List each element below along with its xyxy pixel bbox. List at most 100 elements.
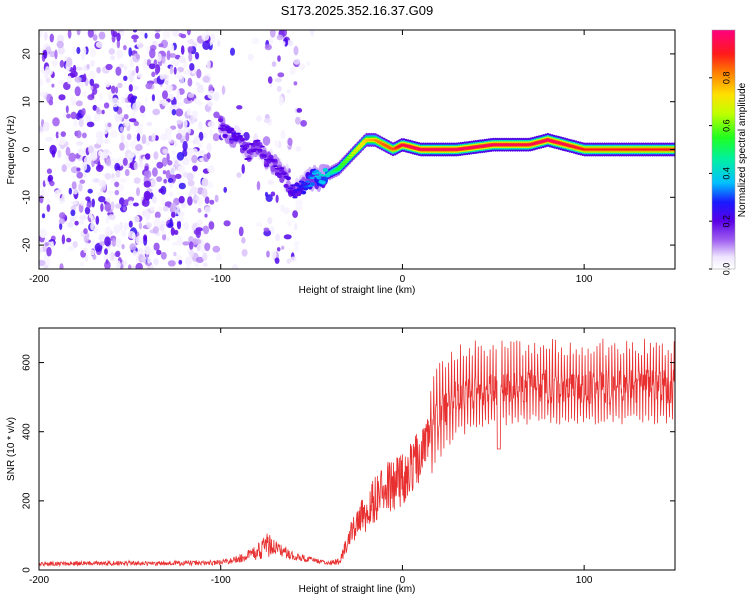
heatmap-noise-blob [167,178,174,183]
heatmap-noise-blob [90,222,95,231]
heatmap-noise-blob [128,200,134,207]
heatmap-noise-blob [256,115,262,122]
heatmap-noise-blob [162,90,168,100]
heatmap-noise-blob [45,66,50,75]
heatmap-noise-blob [58,79,65,85]
heatmap-noise-blob [204,213,208,218]
heatmap-noise-blob [283,207,290,215]
heatmap-noise-blob [276,34,284,41]
heatmap-noise-blob [170,125,177,130]
heatmap-noise-blob [118,113,123,122]
heatmap-ridge-cell [253,148,259,151]
heatmap-noise-blob [39,78,44,87]
heatmap-noise-blob [191,154,198,164]
heatmap-noise-blob [176,101,185,107]
snr-x-axis-label: Height of straight line (km) [299,584,416,595]
heatmap-ridge-cell [277,174,283,179]
heatmap-noise-blob [151,132,156,141]
heatmap-noise-blob [133,38,137,43]
heatmap-noise-blob [104,202,112,212]
heatmap-noise-blob [170,30,175,34]
heatmap-noise-blob [170,227,175,236]
heatmap-noise-blob [176,220,182,230]
heatmap-noise-blob [195,256,204,263]
heatmap-ridge-cell [270,159,276,162]
heatmap-noise-blob [176,205,180,215]
heatmap-ridge-cell [351,151,357,154]
heatmap-ridge-cell [311,172,318,175]
heatmap-noise-blob [123,199,129,206]
heatmap-ridge-cell [255,139,261,142]
heatmap-noise-blob [76,30,81,36]
heatmap-noise-blob [58,218,65,225]
heatmap-noise-blob [294,241,300,247]
heatmap-noise-blob [215,253,222,262]
heatmap-noise-blob [175,173,182,179]
heatmap-noise-blob [119,126,124,132]
heatmap-noise-blob [70,166,79,174]
heatmap-noise-blob [68,187,73,195]
heatmap-ridge-cell [283,183,289,188]
heatmap-noise-blob [131,70,136,76]
heatmap-noise-blob [140,112,146,118]
heatmap-noise-blob [108,48,116,55]
colorbar-frame [711,29,736,270]
heatmap-ridge-cell [239,145,246,148]
heatmap-noise-blob [74,86,81,97]
heatmap-noise-blob [135,144,143,151]
heatmap-noise-blob [136,133,141,142]
heatmap-noise-blob [124,93,129,98]
heatmap-ridge-cell [231,132,237,135]
heatmap-noise-blob [207,101,213,107]
heatmap-noise-blob [187,46,194,53]
heatmap-noise-blob [61,164,67,173]
heatmap-noise-blob [243,131,250,141]
heatmap-noise-blob [141,256,147,263]
heatmap-noise-blob [132,202,139,207]
colorbar-label: Normalized spectral amplitude [737,82,748,217]
heatmap-noise-blob [71,200,78,205]
heatmap-noise-blob [162,170,167,175]
heatmap-noise-blob [105,63,113,71]
heatmap-ridge-cell [218,118,224,123]
heatmap-ridge-cell [314,175,320,178]
heatmap-noise-blob [276,85,282,92]
heatmap-noise-blob [160,133,168,141]
heatmap-noise-blob [232,264,238,269]
heatmap-noise-blob [192,165,198,172]
heatmap-noise-blob [92,104,98,111]
heatmap-noise-blob [114,162,121,172]
heatmap-noise-blob [66,113,71,119]
heatmap-ridge-cell [261,154,267,157]
heatmap-noise-blob [159,223,165,231]
heatmap-noise-blob [39,195,44,204]
heatmap-ridge-cell [355,147,361,150]
heatmap-noise-blob [79,200,85,206]
heatmap-ridge-cell [224,126,230,128]
heatmap-x-axis-label: Height of straight line (km) [299,285,416,296]
heatmap-noise-blob [104,226,112,236]
heatmap-noise-blob [83,156,92,166]
heatmap-noise-blob [162,233,167,241]
heatmap-noise-blob [128,220,133,228]
heatmap-noise-blob [156,249,162,256]
heatmap-noise-blob [186,108,192,116]
heatmap-noise-blob [137,73,143,78]
heatmap-noise-blob [115,86,119,94]
heatmap-noise-blob [87,188,93,194]
heatmap-noise-blob [209,199,215,205]
heatmap-noise-blob [123,45,127,51]
heatmap-noise-blob [84,206,91,215]
heatmap-noise-blob [48,99,54,106]
heatmap-noise-blob [133,120,139,127]
heatmap-noise-blob [292,210,298,219]
heatmap-noise-blob [131,110,136,117]
heatmap-noise-blob [141,134,147,145]
heatmap-noise-blob [82,90,87,97]
heatmap-noise-blob [46,246,52,257]
heatmap-noise-blob [115,250,121,257]
snr-y-axis-label: SNR (10 * v/v) [6,417,17,481]
heatmap-noise-blob [283,234,292,240]
heatmap-noise-blob [196,68,202,79]
heatmap-noise-blob [149,206,155,212]
